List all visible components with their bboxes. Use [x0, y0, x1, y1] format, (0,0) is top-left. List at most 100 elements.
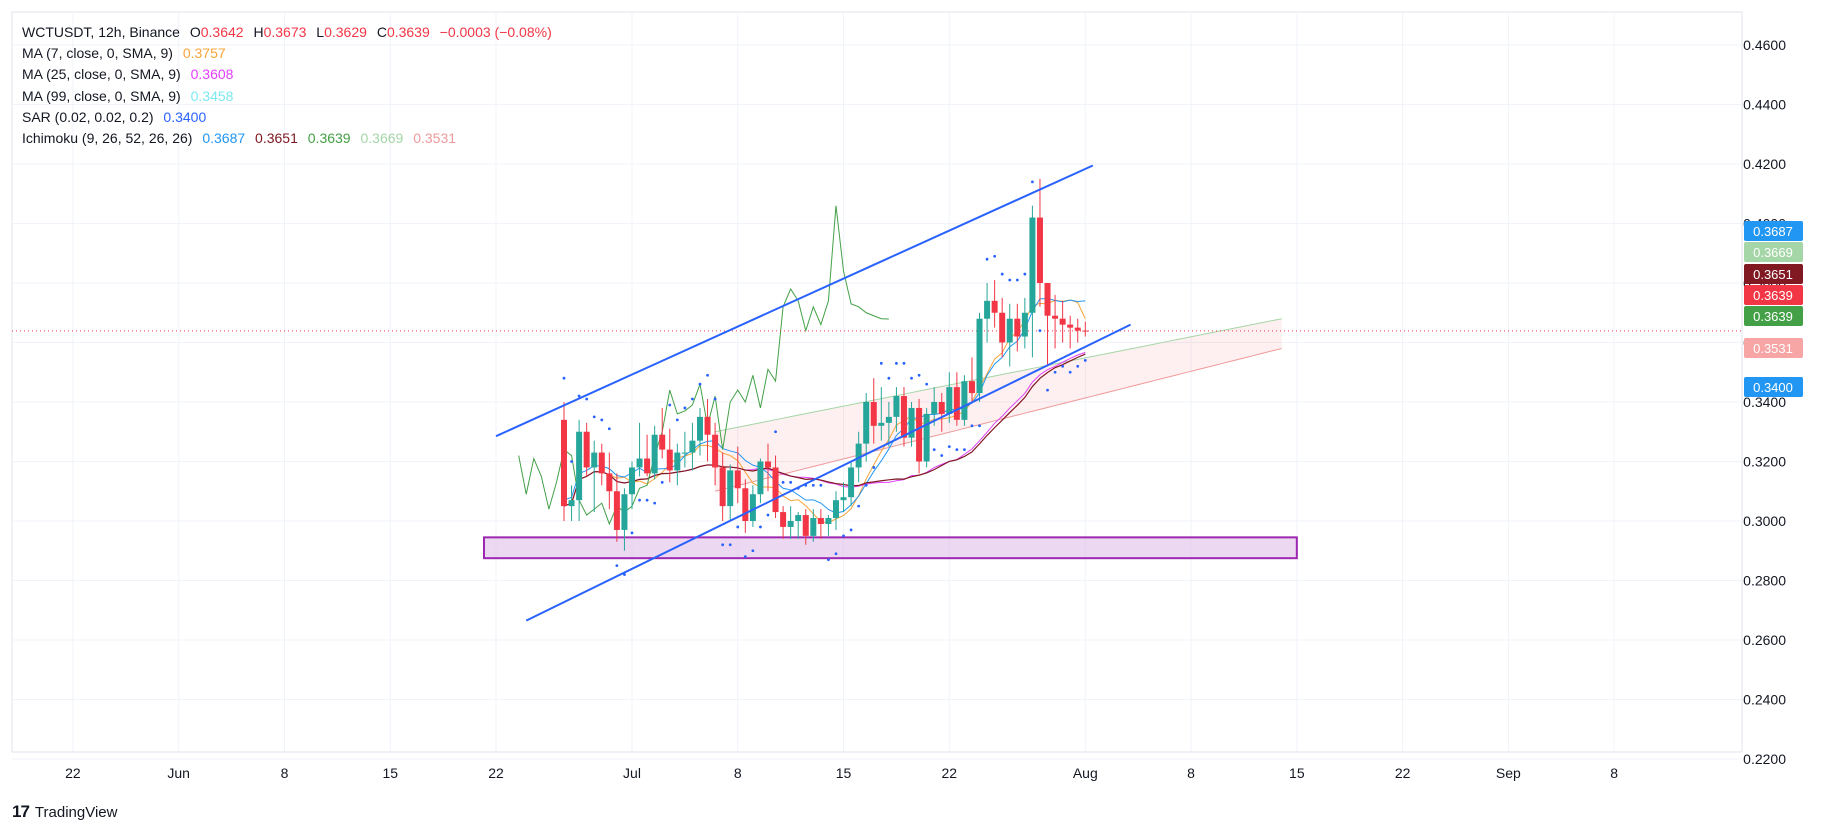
candle-body — [878, 422, 885, 426]
sar-dot — [925, 382, 929, 386]
sar-dot — [607, 427, 611, 431]
candle-body — [757, 461, 764, 495]
candle-body — [666, 449, 673, 471]
candle-body — [938, 402, 945, 414]
sar-dot — [872, 466, 876, 469]
high-label: H — [253, 24, 264, 40]
sar-dot — [653, 501, 657, 505]
legend-ma99[interactable]: MA (99, close, 0, SMA, 9) 0.3458 — [22, 86, 558, 107]
sar-dot — [827, 558, 830, 562]
x-tick-label: Jul — [623, 765, 641, 781]
tradingview-logo[interactable]: 17 TradingView — [12, 802, 117, 822]
sar-dot — [842, 534, 845, 538]
candle-body — [961, 381, 968, 420]
sar-dot — [660, 480, 664, 484]
legend-ma25[interactable]: MA (25, close, 0, SMA, 9) 0.3608 — [22, 64, 558, 85]
candle-body — [946, 387, 953, 414]
sar-dot — [721, 543, 725, 547]
sar-dot — [864, 483, 868, 487]
support-zone[interactable] — [483, 536, 1298, 560]
sar-dot — [675, 418, 679, 422]
sar-dot — [1031, 180, 1034, 184]
sar-dot — [887, 376, 891, 380]
candle-body — [583, 431, 590, 468]
candle-body — [780, 512, 787, 527]
sar-dot — [774, 430, 777, 434]
price-tag — [1744, 377, 1803, 397]
candle-body — [561, 419, 567, 507]
sar-dot — [1053, 370, 1057, 374]
candle-body — [1044, 283, 1051, 316]
candle-body — [870, 402, 877, 426]
candle-body — [636, 458, 643, 468]
legend-ma7[interactable]: MA (7, close, 0, SMA, 9) 0.3757 — [22, 43, 558, 64]
ichimoku-label: Ichimoku (9, 26, 52, 26, 26) — [22, 130, 193, 147]
sar-dot — [683, 406, 687, 410]
y-tick-label: 0.4400 — [1743, 97, 1786, 113]
sar-dot — [713, 397, 717, 401]
price-tag-label: 0.3639 — [1753, 288, 1793, 303]
sar-dot — [978, 424, 981, 428]
price-tag-label: 0.3687 — [1753, 224, 1793, 239]
sar-dot — [879, 361, 883, 365]
legend-ichimoku[interactable]: Ichimoku (9, 26, 52, 26, 26) 0.3687 0.36… — [22, 128, 558, 149]
sar-dot — [1000, 272, 1004, 276]
candle-body — [991, 300, 998, 313]
sar-dot — [630, 531, 634, 535]
sar-value: 0.3400 — [163, 108, 207, 125]
candle-body — [621, 494, 628, 530]
price-tag-label: 0.3651 — [1753, 267, 1793, 282]
sar-dot — [819, 483, 823, 487]
candle-body — [976, 318, 983, 394]
sar-dot — [902, 361, 906, 365]
sar-dot — [736, 525, 740, 529]
symbol-label[interactable]: WCTUSDT, 12h, Binance — [22, 24, 180, 40]
sar-dot — [955, 448, 959, 451]
sar-dot — [849, 528, 853, 532]
legend-sar[interactable]: SAR (0.02, 0.02, 0.2) 0.3400 — [22, 107, 558, 128]
sar-dot — [615, 564, 619, 568]
sar-dot — [1038, 329, 1042, 332]
ichimoku-conversion-value: 0.3687 — [202, 130, 246, 147]
x-tick-label: 8 — [1610, 765, 1618, 781]
x-tick-label: 22 — [488, 765, 504, 781]
price-tag — [1744, 338, 1803, 358]
ma25-label: MA (25, close, 0, SMA, 9) — [22, 66, 181, 83]
candle-body — [832, 500, 839, 519]
x-tick-label: 15 — [1289, 765, 1305, 781]
candle-body — [825, 518, 832, 524]
open-label: O — [189, 24, 201, 40]
candle-body — [999, 312, 1006, 343]
candle-body — [1067, 324, 1074, 328]
trend-channel[interactable] — [495, 164, 1132, 622]
sar-dots — [562, 180, 1087, 576]
sar-dot — [985, 257, 989, 261]
y-tick-label: 0.3200 — [1743, 454, 1786, 470]
axes: 0.2200 0.2400 0.2600 0.2800 0.3000 0.3200 0.34… — [12, 37, 1786, 781]
ma7-line — [563, 299, 1086, 524]
sar-dot — [577, 394, 581, 398]
sar-dot — [570, 460, 573, 463]
candle-body — [727, 470, 734, 507]
y-tick-label: 0.4600 — [1743, 37, 1786, 53]
ichimoku-base-line — [563, 353, 1086, 507]
ma99-value: 0.3458 — [190, 87, 234, 104]
chart-legend: WCTUSDT, 12h, Binance O0.3642 H0.3673 L0… — [22, 22, 558, 149]
sar-dot — [728, 543, 732, 547]
candle-body — [1006, 318, 1013, 343]
ichimoku-leading-a-value: 0.3669 — [360, 130, 404, 147]
price-tags: 0.3687 0.3669 0.3651 0.3639 0.3639 0.3531 0.34… — [1744, 221, 1803, 397]
sar-dot — [1008, 278, 1012, 282]
ohlc-row: WCTUSDT, 12h, Binance O0.3642 H0.3673 L0… — [22, 22, 558, 43]
sar-dot — [1015, 278, 1019, 282]
price-tag — [1744, 264, 1803, 284]
candle-body — [923, 413, 930, 462]
candle-body — [749, 494, 756, 521]
candle-body — [591, 452, 598, 468]
candle-body — [1074, 327, 1081, 331]
sar-dot — [1061, 364, 1065, 368]
price-tag-label: 0.3400 — [1753, 380, 1793, 395]
candle-body — [598, 452, 605, 474]
